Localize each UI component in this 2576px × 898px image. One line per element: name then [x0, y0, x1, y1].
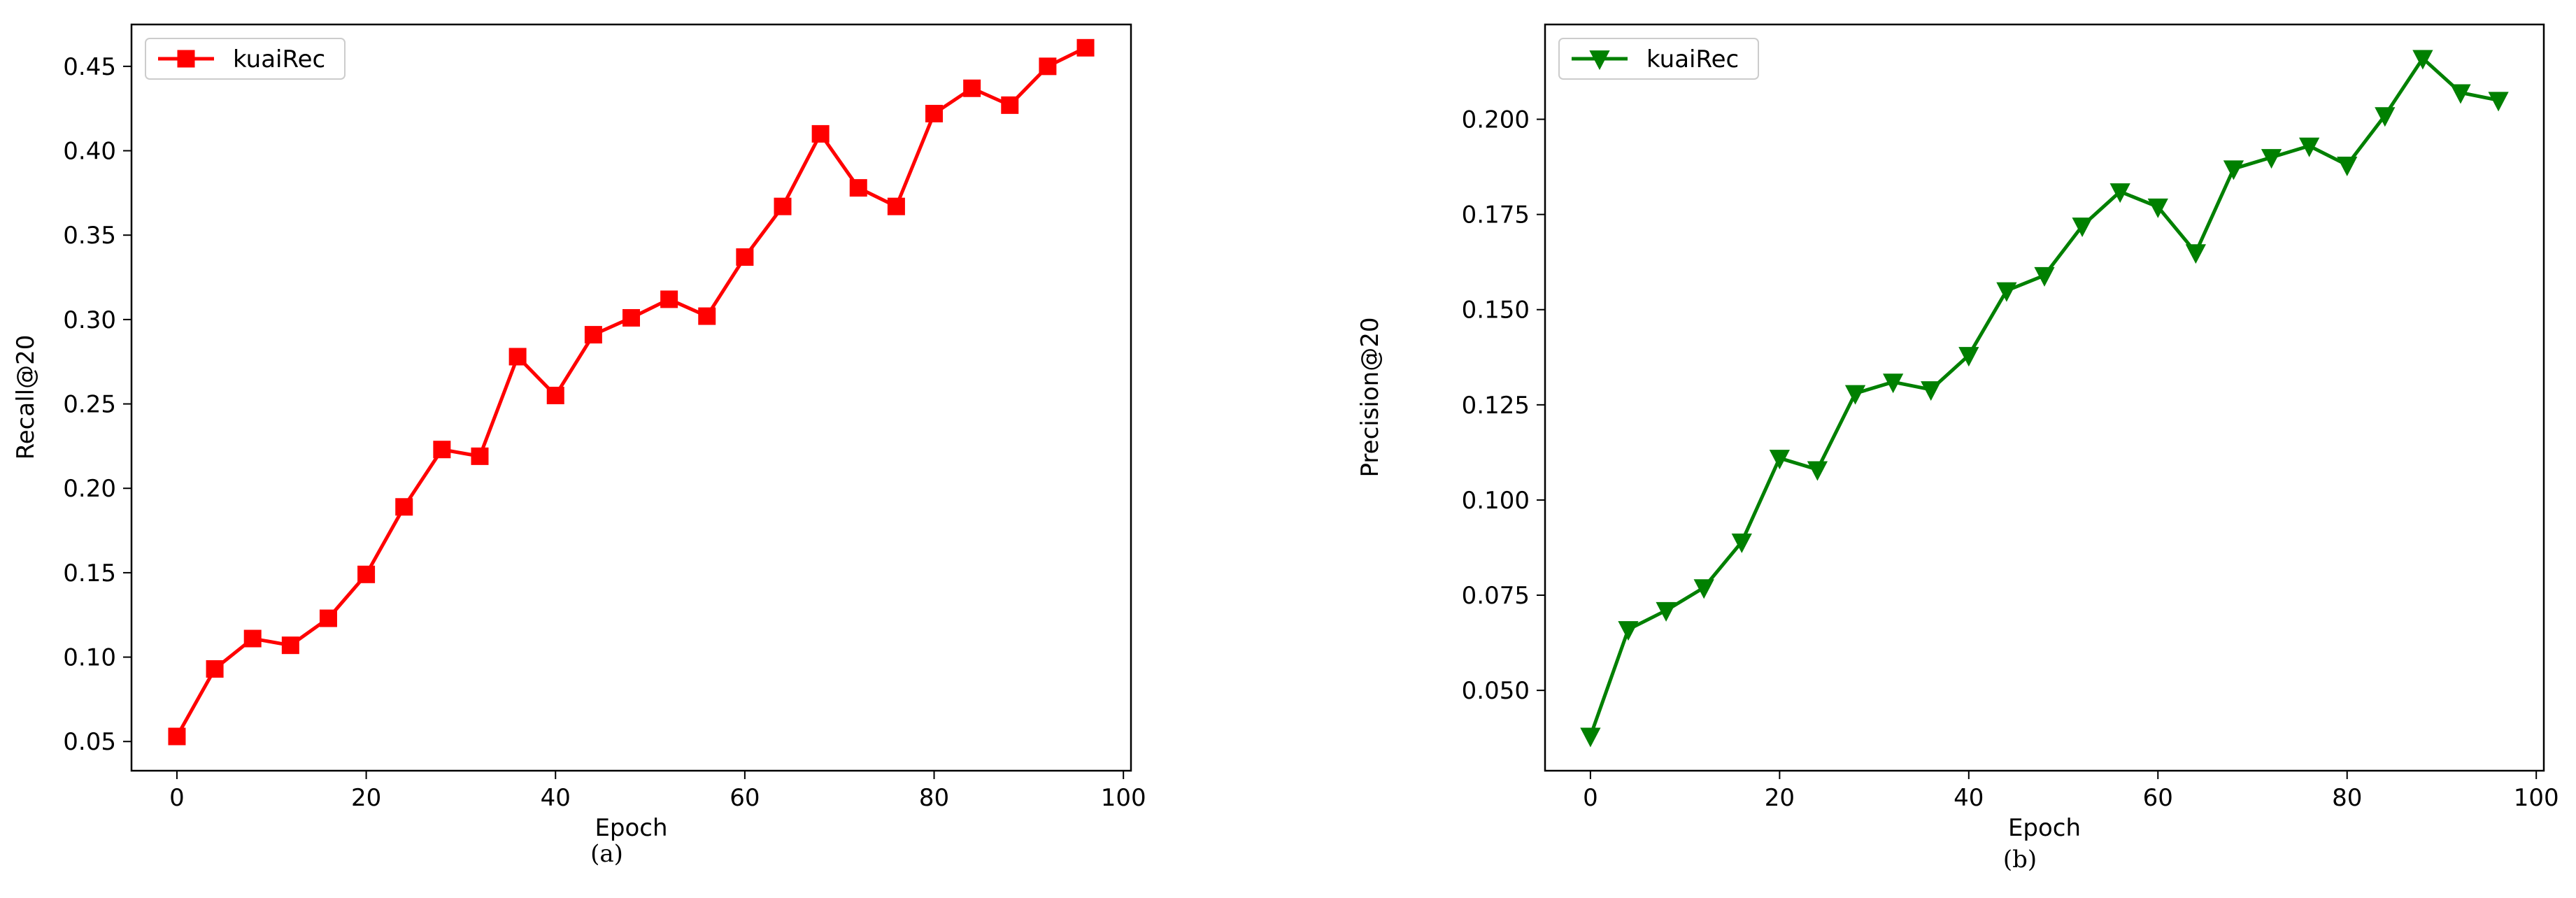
data-point	[622, 308, 640, 327]
data-point	[1618, 621, 1639, 641]
x-tick-label: 60	[730, 784, 760, 812]
data-point	[357, 565, 376, 583]
y-tick-label: 0.35	[63, 222, 116, 250]
chart-recall: 0 20 40 60 80 100 0.05 0.10 0.15 0.20 0.25 0.30 0.35…	[12, 23, 1146, 868]
figure-caption: (b)	[2003, 846, 2037, 874]
data-point	[2223, 160, 2244, 180]
data-point	[2488, 92, 2509, 112]
y-tick-label: 0.40	[63, 138, 116, 166]
y-tick-label: 0.15	[63, 560, 116, 587]
data-point	[2412, 50, 2433, 70]
y-tick-label: 0.075	[1462, 582, 1530, 610]
data-point	[774, 197, 792, 215]
series-line-kuaiRec	[1588, 56, 2499, 737]
data-point	[1731, 533, 1752, 553]
x-tick-label: 40	[541, 784, 571, 812]
data-point	[2034, 266, 2055, 287]
x-tick-label: 80	[919, 784, 949, 812]
data-point	[1844, 385, 1866, 405]
data-point	[168, 727, 186, 746]
legend-label: kuaiRec	[233, 45, 325, 73]
x-tick-label: 100	[2514, 784, 2559, 812]
chart-precision: 0 20 40 60 80 100 0.050 0.075 0.100 0.125 0.150 0.1…	[1356, 23, 2559, 874]
x-tick-label: 20	[1765, 784, 1795, 812]
data-point	[2337, 156, 2358, 176]
data-point	[508, 348, 527, 366]
data-point	[281, 636, 299, 655]
legend-box	[1558, 38, 1759, 80]
y-tick-label: 0.200	[1462, 106, 1530, 134]
legend-box	[145, 38, 346, 80]
data-point	[849, 179, 867, 197]
y-tick-label: 0.45	[63, 53, 116, 81]
data-point	[2375, 107, 2396, 127]
data-point	[660, 290, 678, 308]
data-point	[1693, 579, 1714, 599]
data-point	[736, 248, 754, 266]
x-tick-label: 0	[1583, 784, 1598, 812]
data-point	[206, 660, 224, 678]
data-point	[1001, 96, 1019, 114]
data-point	[2109, 183, 2130, 204]
data-point	[2072, 218, 2093, 238]
data-point	[2147, 198, 2168, 218]
data-point	[1769, 450, 1790, 470]
data-point	[2450, 84, 2471, 104]
data-point	[1996, 282, 2017, 302]
data-point	[1921, 381, 1942, 401]
data-point	[319, 609, 337, 627]
y-tick-label: 0.125	[1462, 392, 1530, 420]
y-tick-label: 0.05	[63, 728, 116, 756]
y-axis-label: Recall@20	[12, 335, 40, 460]
data-point	[925, 104, 944, 122]
legend-label: kuaiRec	[1646, 45, 1739, 73]
x-axis-label: Epoch	[2008, 814, 2081, 842]
x-tick-label: 20	[351, 784, 381, 812]
data-point	[887, 197, 905, 215]
x-tick-label: 0	[169, 784, 185, 812]
x-tick-label: 40	[1954, 784, 1984, 812]
y-axis-label: Precision@20	[1356, 318, 1384, 478]
data-point	[963, 79, 981, 97]
legend-marker	[177, 50, 195, 68]
data-point	[2185, 244, 2206, 264]
data-point	[243, 629, 262, 648]
y-tick-label: 0.175	[1462, 201, 1530, 229]
data-point	[1656, 601, 1677, 622]
data-point	[2261, 149, 2282, 169]
data-point	[433, 441, 451, 459]
y-tick-label: 0.20	[63, 475, 116, 503]
data-point	[2299, 137, 2320, 157]
data-point	[395, 498, 413, 516]
x-axis-label: Epoch	[595, 814, 667, 842]
data-point	[471, 447, 489, 465]
data-point	[1807, 461, 1828, 481]
data-point	[546, 386, 564, 404]
legend-marker	[1589, 50, 1610, 71]
plot-frame	[130, 23, 1132, 772]
data-point	[1580, 727, 1601, 748]
data-point	[1883, 373, 1904, 394]
data-point	[698, 307, 716, 325]
y-tick-label: 0.050	[1462, 677, 1530, 705]
data-point	[1076, 38, 1095, 57]
data-point	[811, 124, 830, 143]
y-tick-label: 0.30	[63, 306, 116, 334]
data-point	[1958, 347, 1979, 367]
x-tick-label: 100	[1101, 784, 1146, 812]
data-point	[584, 326, 602, 344]
y-tick-label: 0.10	[63, 644, 116, 672]
data-point	[1039, 57, 1057, 76]
x-tick-label: 80	[2332, 784, 2362, 812]
x-tick-label: 60	[2143, 784, 2173, 812]
figure-caption: (a)	[590, 840, 623, 868]
y-tick-label: 0.100	[1462, 487, 1530, 515]
series-line-kuaiRec	[175, 46, 1087, 738]
y-tick-label: 0.150	[1462, 297, 1530, 325]
plot-frame	[1544, 23, 2545, 772]
y-tick-label: 0.25	[63, 391, 116, 419]
